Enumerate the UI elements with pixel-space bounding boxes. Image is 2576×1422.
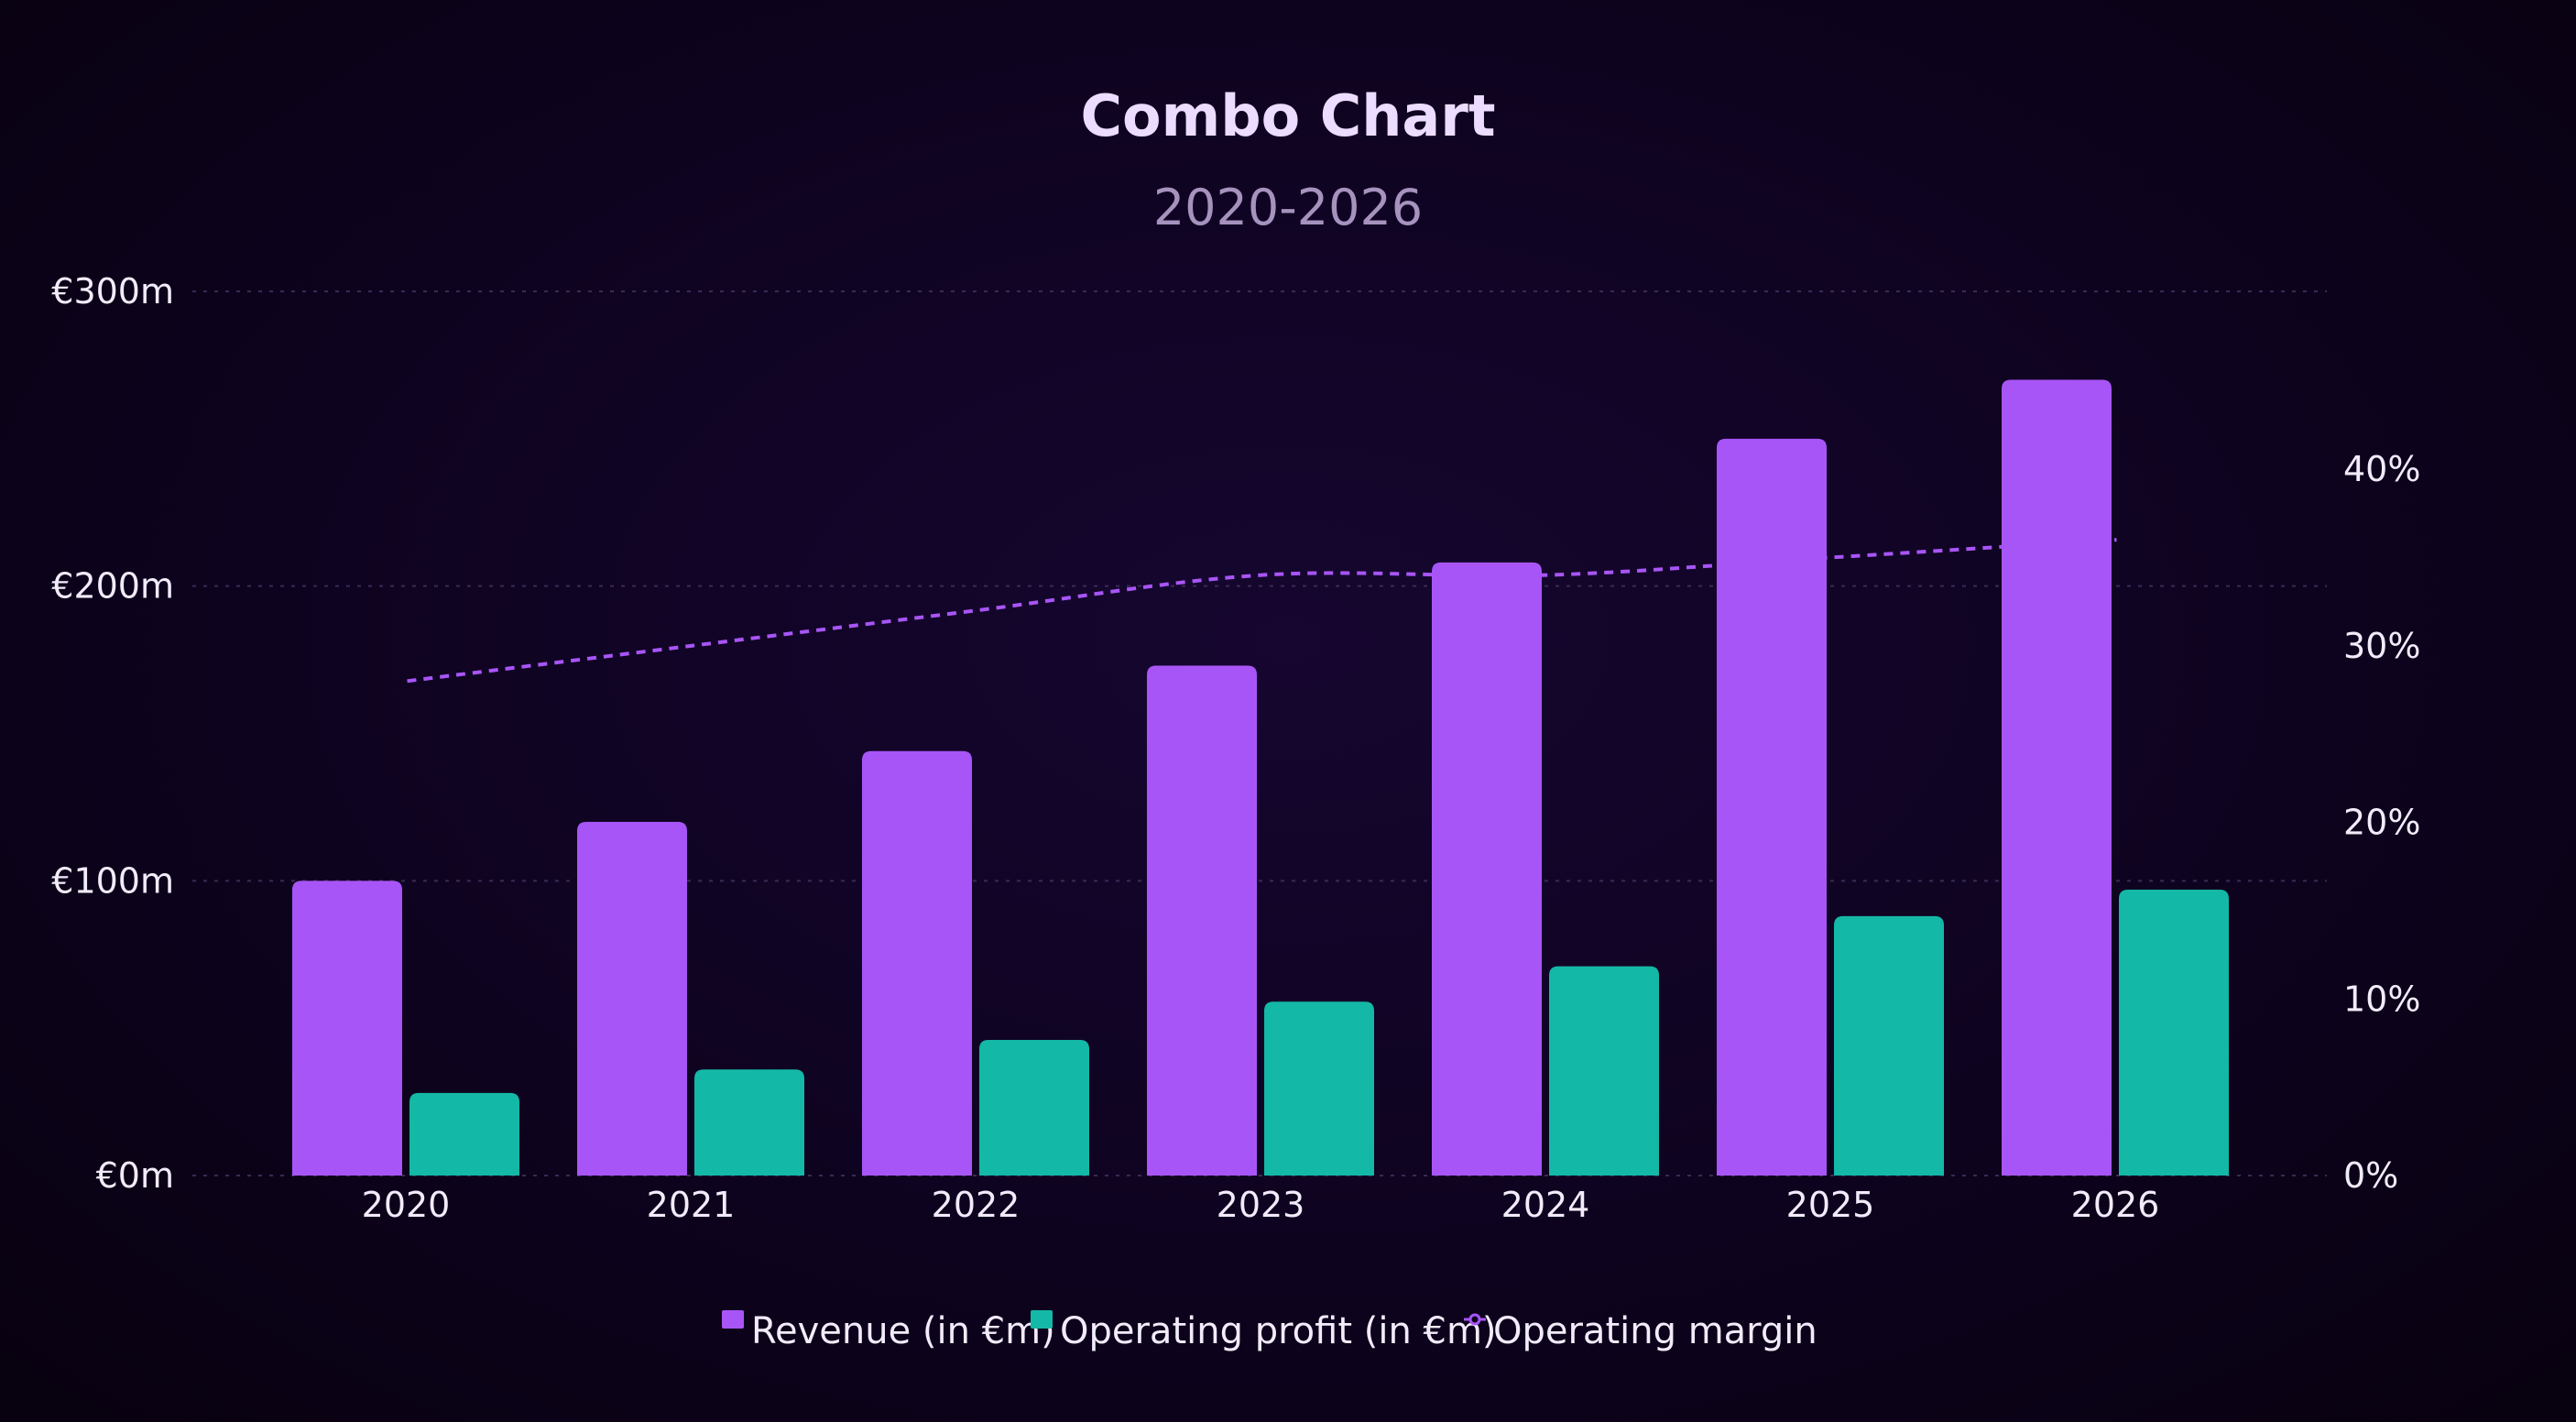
- right-tick-label: 20%: [2343, 803, 2420, 843]
- revenue-bar-2022: [862, 750, 972, 1176]
- revenue-bar-2023: [1147, 665, 1257, 1176]
- legend-operating-profit[interactable]: Operating profit (in €m): [1031, 1310, 1497, 1352]
- x-axis: 2020 2021 2022 2023 2024 2025 2026: [362, 1185, 2160, 1225]
- legend-revenue[interactable]: Revenue (in €m): [722, 1310, 1055, 1352]
- revenue-bar-2020: [292, 881, 402, 1176]
- x-tick-label: 2020: [362, 1185, 451, 1225]
- profit-bar-2024: [1549, 966, 1659, 1176]
- bars: [292, 379, 2229, 1176]
- x-tick-label: 2025: [1786, 1185, 1875, 1225]
- operating-margin-line: [407, 538, 2117, 684]
- right-axis: 0% 10% 20% 30% 40%: [2343, 449, 2420, 1196]
- revenue-bar-2024: [1432, 562, 1542, 1176]
- legend: Revenue (in €m) Operating profit (in €m)O…: [722, 1310, 1817, 1352]
- left-tick-label: €0m: [96, 1155, 174, 1196]
- margin-line: [407, 538, 2117, 684]
- x-tick-label: 2021: [647, 1185, 736, 1225]
- profit-bar-2021: [694, 1069, 804, 1176]
- legend-operating-margin-swatch-marker: [1468, 1313, 1481, 1326]
- profit-bar-2023: [1264, 1001, 1374, 1176]
- right-tick-label: 0%: [2343, 1155, 2398, 1196]
- legend-operating-margin-label: Operating margin: [1493, 1310, 1817, 1352]
- legend-revenue-label: Revenue (in €m): [751, 1310, 1055, 1352]
- left-tick-label: €300m: [51, 271, 174, 312]
- left-tick-label: €200m: [51, 566, 174, 607]
- legend-operating-profit-swatch: [1031, 1310, 1053, 1329]
- profit-bar-2025: [1834, 915, 1944, 1176]
- revenue-bar-2025: [1717, 438, 1827, 1176]
- left-axis: €0m €100m €200m €300m: [51, 271, 174, 1196]
- profit-bar-2022: [979, 1040, 1089, 1176]
- x-tick-label: 2022: [932, 1185, 1021, 1225]
- left-tick-label: €100m: [51, 860, 174, 901]
- right-tick-label: 30%: [2343, 626, 2420, 666]
- right-tick-label: 10%: [2343, 979, 2420, 1019]
- profit-bar-2020: [409, 1092, 519, 1176]
- revenue-bar-2021: [577, 822, 687, 1176]
- legend-revenue-swatch: [722, 1310, 744, 1329]
- grid-lines: [192, 290, 2327, 1176]
- x-tick-label: 2026: [2071, 1185, 2160, 1225]
- legend-operating-profit-label: Operating profit (in €m): [1060, 1310, 1497, 1352]
- chart-subtitle: 2020-2026: [1153, 179, 1423, 236]
- revenue-bar-2026: [2002, 379, 2112, 1176]
- profit-bar-2026: [2119, 889, 2229, 1176]
- right-tick-label: 40%: [2343, 449, 2420, 489]
- x-tick-label: 2024: [1501, 1185, 1590, 1225]
- x-tick-label: 2023: [1217, 1185, 1305, 1225]
- legend-operating-margin[interactable]: Operating margin: [1464, 1310, 1817, 1352]
- chart-title: Combo Chart: [1081, 82, 1496, 149]
